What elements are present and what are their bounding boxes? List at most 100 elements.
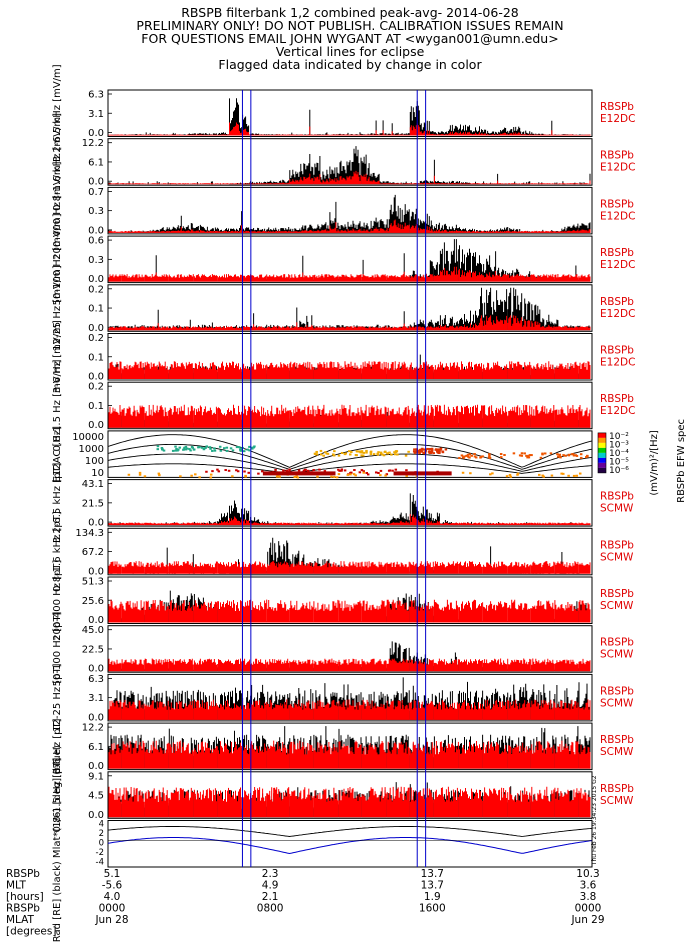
xaxis-row-label: MLAT xyxy=(6,914,35,926)
channel-label: SCMW xyxy=(600,503,634,515)
spectral-pixel xyxy=(252,446,256,449)
spectral-pixel xyxy=(158,474,161,477)
spectral-pixel xyxy=(219,449,223,452)
instrument-label: RBSPb xyxy=(600,150,634,162)
spectral-pixel xyxy=(288,468,291,471)
spectral-pixel xyxy=(235,446,239,449)
xaxis-value: 1.9 xyxy=(424,891,441,903)
spectral-pixel xyxy=(326,452,330,455)
spectral-pixel xyxy=(213,449,217,452)
spectral-pixel xyxy=(405,469,408,472)
colorbar-cell xyxy=(598,442,606,448)
channel-label: SCMW xyxy=(600,649,634,661)
spectral-pixel xyxy=(188,448,191,451)
xaxis-row-label: [degrees] xyxy=(6,926,56,938)
spectral-pixel xyxy=(415,451,418,454)
spectral-pixel xyxy=(182,448,186,451)
spectral-pixel xyxy=(491,472,494,475)
spectral-pixel xyxy=(361,454,365,457)
spectral-pixel xyxy=(189,449,192,452)
spectral-pixel xyxy=(469,472,472,475)
spectral-pixel xyxy=(473,453,476,456)
spectral-pixel xyxy=(558,453,562,456)
spectral-pixel xyxy=(578,472,582,475)
mlat-curve xyxy=(107,837,593,855)
gyro-curve xyxy=(107,453,593,472)
avg-series xyxy=(108,658,591,672)
spectral-pixel xyxy=(247,471,250,474)
spectral-pixel xyxy=(489,473,492,476)
spectral-pixel xyxy=(352,473,356,476)
spectral-pixel xyxy=(394,468,398,471)
spectral-pixel xyxy=(436,451,439,454)
instrument-label: RBSPb xyxy=(600,247,634,259)
panel-frame xyxy=(107,89,593,137)
channel-label: E12DC xyxy=(600,308,635,320)
spectral-pixel xyxy=(304,468,307,471)
panel-ylabel: 0.8-1.6 kHz [pT] xyxy=(52,511,63,592)
y-tick-label: 0.1 xyxy=(88,304,104,315)
spectral-pixel xyxy=(350,450,353,453)
avg-series xyxy=(108,361,591,379)
contact-line: FOR QUESTIONS EMAIL JOHN WYGANT AT <wyga… xyxy=(141,31,559,46)
xaxis-value: Jun 29 xyxy=(570,914,604,926)
panel-ylabel: 50-100 Hz [mV/m] xyxy=(52,213,63,305)
spectral-pixel xyxy=(362,451,366,454)
spectral-pixel xyxy=(319,453,323,456)
panel-13: 3-6 Hz [pT] xyxy=(52,718,593,774)
spectral-pixel xyxy=(211,449,214,452)
y-tick-label: 0.0 xyxy=(88,810,104,821)
spectral-pixel xyxy=(330,475,333,478)
spectral-pixel xyxy=(388,469,392,472)
spectral-pixel xyxy=(505,475,509,478)
y-tick-label: 0.2 xyxy=(88,382,104,393)
spectral-pixel xyxy=(466,453,470,456)
spectral-pixel xyxy=(248,449,251,452)
spectral-pixel xyxy=(468,456,471,459)
spectral-pixel xyxy=(393,453,397,456)
panel-ylabel: 200-400 Hz [mV/m] xyxy=(52,161,63,260)
spectral-pixel xyxy=(374,471,378,474)
avg-series xyxy=(108,699,591,720)
panel-6: 0.8-1.5 Hz [mV/m] xyxy=(52,359,593,451)
spectral-pixel xyxy=(516,473,519,476)
spectral-pixel xyxy=(202,448,206,451)
panel-11: 50-100 Hz [pT] xyxy=(52,611,593,686)
spectral-pixel xyxy=(240,448,243,451)
y-tick-label: 6.3 xyxy=(88,90,104,101)
panel-2: 200-400 Hz [mV/m] xyxy=(52,161,593,260)
y-tick-label: 0.3 xyxy=(88,206,104,217)
spectral-pixel xyxy=(349,473,352,476)
spectral-pixel xyxy=(539,456,543,459)
spectral-pixel xyxy=(422,451,425,454)
spectral-pixel xyxy=(518,454,522,457)
y-tick-label: 67.2 xyxy=(82,547,104,558)
spectral-pixel xyxy=(224,469,227,472)
spectral-pixel xyxy=(295,475,298,478)
y-tick-label: 0.2 xyxy=(88,333,104,344)
channel-label: SCMW xyxy=(600,746,634,758)
y-tick-label: 0.0 xyxy=(88,225,104,236)
instrument-label: RBSPb xyxy=(600,345,634,357)
colorbar-tick: 10⁻⁶ xyxy=(609,466,629,476)
avg-series xyxy=(108,170,591,185)
spectral-pixel xyxy=(174,449,177,452)
channel-label: E12DC xyxy=(600,210,635,222)
spectral-pixel xyxy=(369,453,373,456)
y-tick-label: 12.2 xyxy=(82,723,104,734)
colorbar-title: RBSPb EFW spec xyxy=(676,419,687,503)
spectral-pixel xyxy=(171,449,175,452)
spectral-pixel xyxy=(261,470,264,473)
spectral-pixel xyxy=(488,454,491,457)
spectral-pixel xyxy=(160,447,164,450)
channel-label: SCMW xyxy=(600,697,634,709)
spectral-pixel xyxy=(386,452,389,455)
panel-4: 12-25 Hz [mV/m] xyxy=(52,265,593,351)
spectral-pixel xyxy=(365,449,368,452)
y-tick-label: 0.0 xyxy=(88,518,104,529)
spectral-pixel xyxy=(332,454,336,457)
y-tick-label: 0.1 xyxy=(88,401,104,412)
spectral-band xyxy=(393,471,452,476)
spectral-pixel xyxy=(138,471,142,474)
spectral-pixel xyxy=(541,453,544,456)
